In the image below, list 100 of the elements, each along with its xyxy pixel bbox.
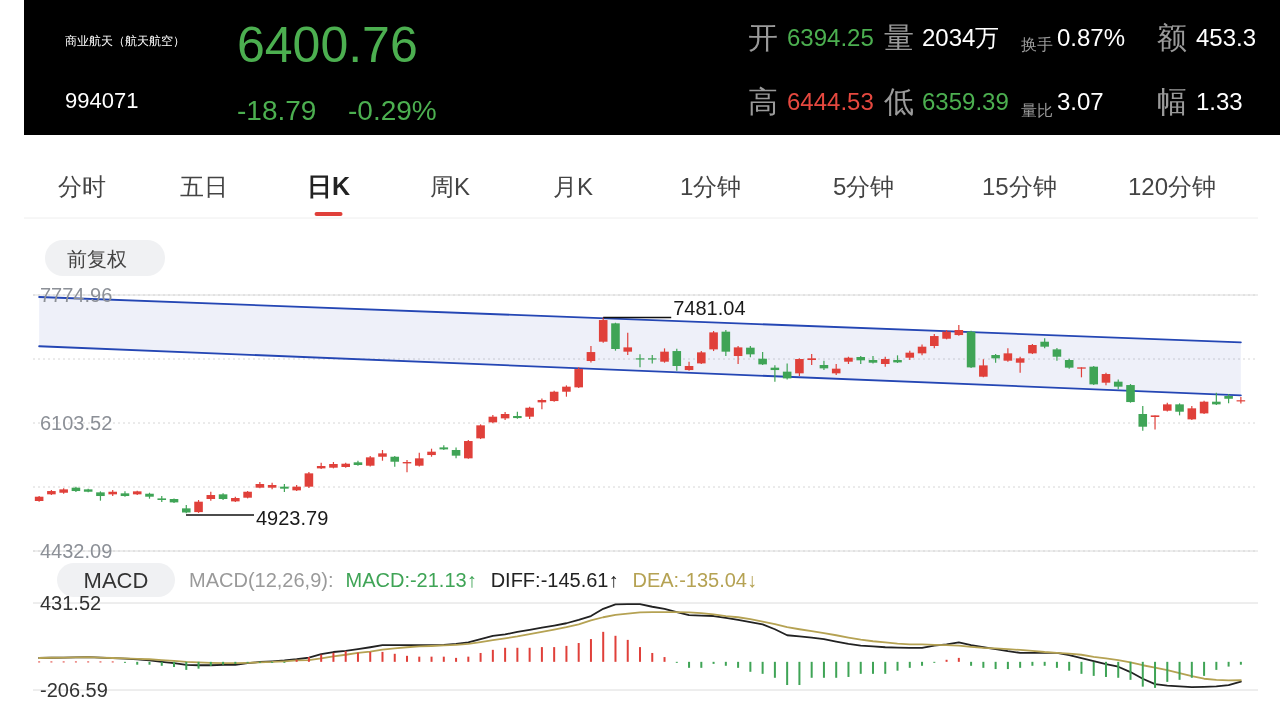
bar bbox=[589, 639, 592, 662]
bar bbox=[1006, 661, 1009, 670]
bar bbox=[418, 656, 421, 662]
candlestick bbox=[120, 490, 130, 498]
bar bbox=[344, 651, 347, 662]
text: MACD:-21.13↑ bbox=[345, 569, 477, 591]
bar bbox=[737, 661, 740, 668]
bar bbox=[1080, 661, 1083, 674]
text: 2034万 bbox=[922, 24, 1000, 51]
bar bbox=[921, 661, 924, 666]
bar bbox=[406, 655, 409, 662]
bar bbox=[1043, 661, 1046, 666]
candlestick bbox=[721, 329, 731, 357]
text: -18.79 bbox=[237, 95, 317, 126]
bar bbox=[749, 661, 752, 672]
text: 6359.39 bbox=[922, 88, 1009, 115]
series-label: DIFF:-145.61↑ bbox=[490, 569, 619, 591]
text: 6400.76 bbox=[237, 17, 418, 73]
bar bbox=[173, 661, 176, 668]
bar bbox=[1129, 661, 1132, 680]
bar bbox=[1068, 661, 1071, 671]
bar bbox=[724, 661, 727, 666]
text: 开 bbox=[748, 21, 778, 54]
bar bbox=[553, 647, 556, 662]
bar bbox=[957, 657, 960, 662]
text: 日K bbox=[307, 172, 351, 200]
text: 120分钟 bbox=[1128, 173, 1217, 200]
bar bbox=[295, 659, 298, 662]
bar bbox=[430, 656, 433, 662]
text: 分时 bbox=[58, 173, 106, 200]
bar bbox=[516, 647, 519, 662]
series-label: DEA:-135.04↓ bbox=[632, 569, 757, 591]
bar bbox=[1092, 661, 1095, 676]
bar bbox=[651, 652, 654, 662]
bar bbox=[197, 661, 200, 669]
bar bbox=[1117, 661, 1120, 678]
bar bbox=[1215, 661, 1218, 670]
line-series bbox=[38, 611, 1242, 682]
text: 5分钟 bbox=[833, 173, 895, 200]
text: 0.87% bbox=[1057, 24, 1126, 51]
bar bbox=[835, 661, 838, 678]
bar bbox=[467, 656, 470, 662]
bar bbox=[859, 661, 862, 674]
text: 1.33 bbox=[1196, 88, 1243, 115]
bar bbox=[908, 661, 911, 668]
candlestick bbox=[684, 361, 694, 372]
bar bbox=[626, 639, 629, 662]
bar bbox=[1239, 661, 1242, 665]
bar bbox=[994, 661, 997, 670]
candlestick bbox=[709, 330, 718, 352]
bar bbox=[700, 661, 703, 668]
bar bbox=[761, 661, 764, 674]
bar bbox=[381, 651, 384, 662]
candlestick bbox=[598, 316, 608, 344]
text: 前复权 bbox=[67, 248, 127, 270]
bar bbox=[822, 661, 825, 678]
candlestick bbox=[635, 353, 645, 368]
bar bbox=[1227, 661, 1230, 667]
chart-title: MACD bbox=[83, 568, 149, 593]
bar bbox=[455, 657, 458, 662]
bar bbox=[1104, 661, 1107, 677]
y-tick-label: -206.59 bbox=[40, 679, 108, 701]
y-tick-label: 6103.52 bbox=[40, 412, 113, 434]
text: 3.07 bbox=[1057, 88, 1104, 115]
chart-subtitle: MACD(12,26,9): bbox=[189, 569, 334, 591]
bar bbox=[884, 661, 887, 674]
bar bbox=[320, 654, 323, 662]
candlestick bbox=[672, 348, 682, 372]
candlestick bbox=[464, 439, 473, 460]
text: -0.29% bbox=[348, 95, 437, 126]
bar bbox=[1019, 661, 1022, 668]
bar bbox=[945, 659, 948, 662]
bar bbox=[798, 661, 801, 686]
bar bbox=[847, 661, 850, 677]
candlestick bbox=[1015, 356, 1025, 374]
bar bbox=[639, 647, 641, 662]
y-tick-label: 431.52 bbox=[40, 592, 102, 614]
bar bbox=[136, 661, 139, 665]
text: 994071 bbox=[65, 88, 139, 113]
candlestick bbox=[1126, 383, 1135, 404]
candlestick bbox=[623, 332, 633, 356]
bar bbox=[810, 661, 813, 678]
text: 6444.53 bbox=[787, 88, 874, 115]
bar bbox=[1141, 661, 1144, 687]
y-tick-label: 4432.09 bbox=[40, 540, 113, 562]
bar bbox=[982, 661, 985, 668]
text: 商业航天（航天航空） bbox=[65, 34, 185, 48]
bar bbox=[160, 661, 163, 666]
annotation: 7481.04 bbox=[673, 296, 746, 319]
bar bbox=[209, 661, 212, 666]
bar bbox=[1031, 661, 1034, 666]
bar bbox=[369, 651, 372, 662]
bar bbox=[332, 652, 335, 662]
text: 高 bbox=[748, 85, 778, 118]
bar bbox=[185, 661, 188, 670]
bar bbox=[234, 661, 237, 664]
text: 1分钟 bbox=[680, 173, 742, 200]
bar bbox=[1166, 661, 1169, 682]
bar bbox=[1055, 661, 1058, 668]
bar bbox=[393, 653, 396, 662]
